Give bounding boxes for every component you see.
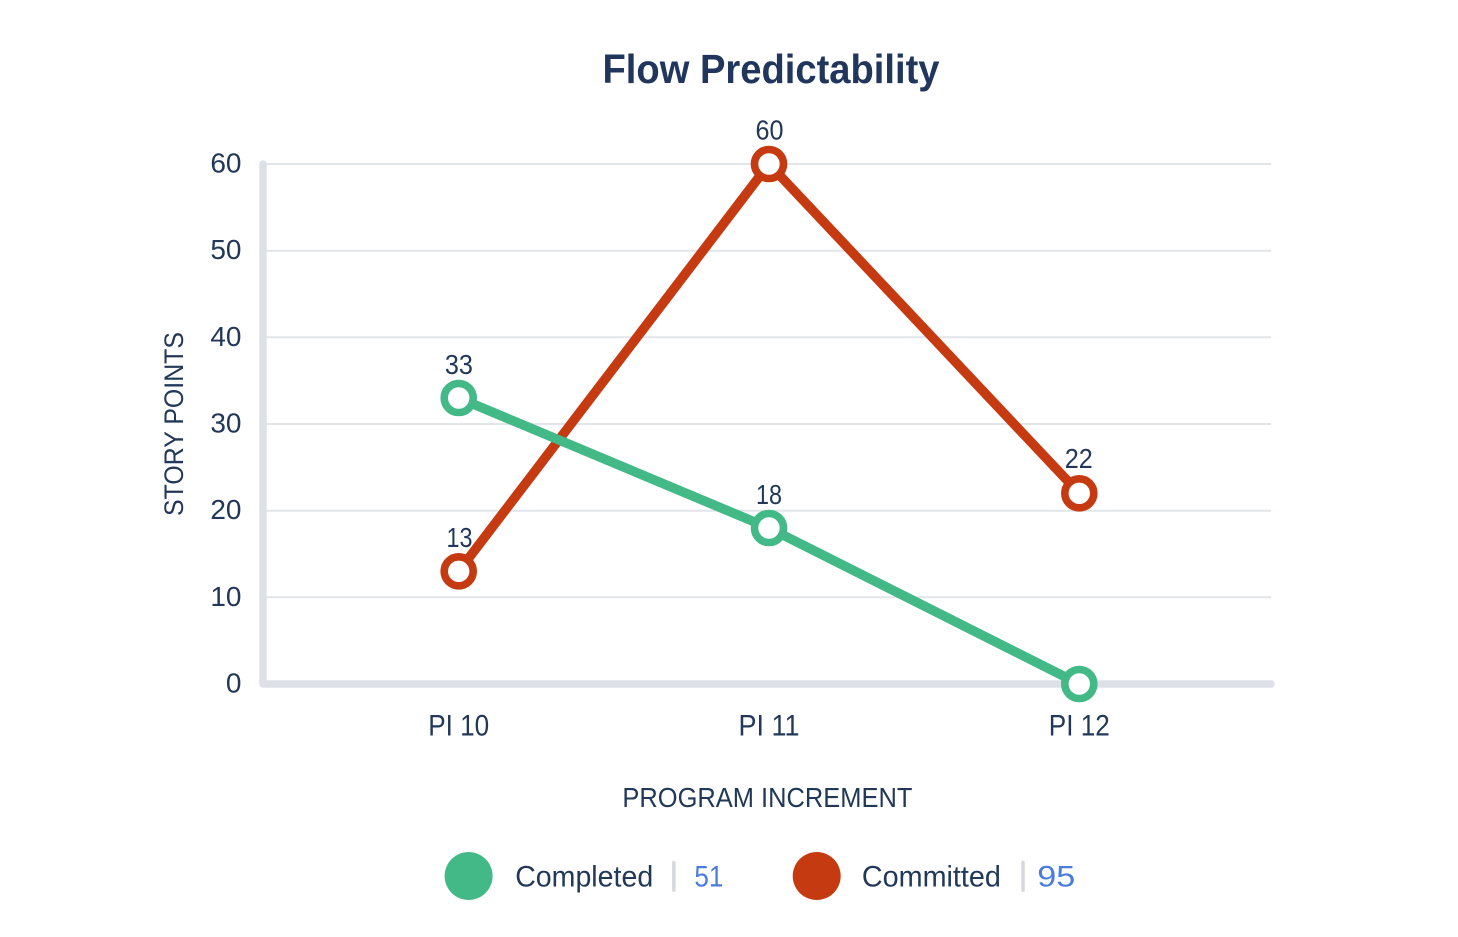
svg-text:20: 20 [210, 494, 241, 525]
svg-text:30: 30 [210, 408, 241, 439]
svg-text:50: 50 [210, 234, 241, 265]
svg-text:PI 10: PI 10 [428, 710, 489, 743]
svg-text:22: 22 [1065, 443, 1093, 474]
svg-text:0: 0 [226, 668, 242, 699]
svg-text:60: 60 [210, 148, 241, 179]
svg-text:10: 10 [210, 581, 241, 612]
svg-text:Flow Predictability: Flow Predictability [603, 46, 940, 92]
svg-text:13: 13 [447, 522, 473, 553]
svg-text:PI 12: PI 12 [1049, 710, 1110, 743]
svg-text:51: 51 [694, 861, 723, 894]
svg-text:PROGRAM INCREMENT: PROGRAM INCREMENT [622, 782, 912, 813]
svg-text:95: 95 [1037, 861, 1075, 894]
svg-text:STORY POINTS: STORY POINTS [159, 332, 189, 516]
svg-text:40: 40 [210, 321, 241, 352]
svg-text:18: 18 [756, 479, 782, 510]
svg-text:Committed: Committed [862, 861, 1001, 894]
svg-text:33: 33 [445, 349, 473, 380]
svg-text:60: 60 [756, 115, 784, 146]
svg-text:PI 11: PI 11 [739, 710, 800, 743]
svg-text:Completed: Completed [515, 861, 653, 894]
